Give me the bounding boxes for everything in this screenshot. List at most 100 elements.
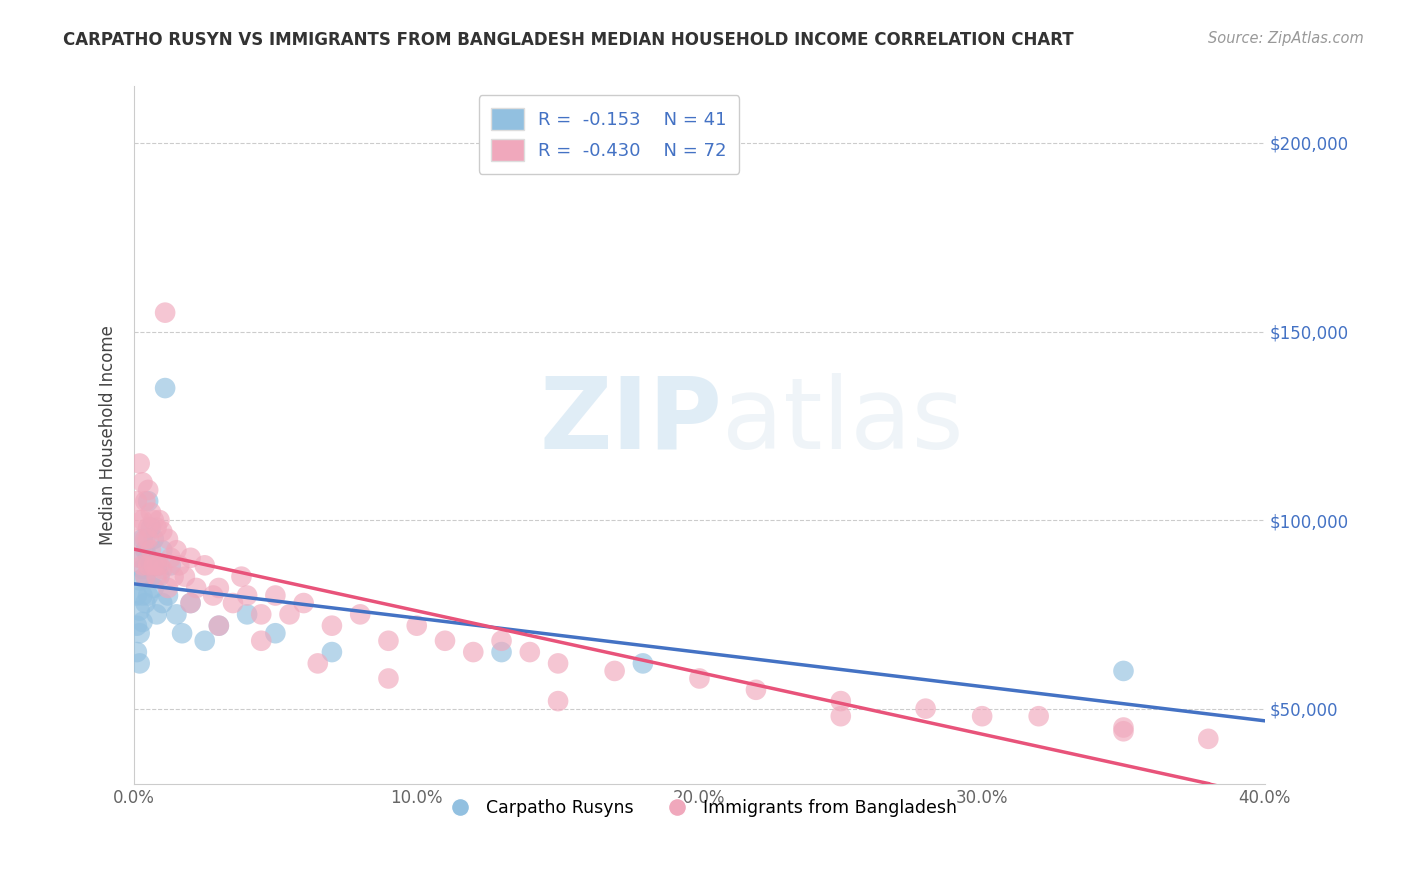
Point bbox=[1028, 709, 1050, 723]
Point bbox=[165, 607, 187, 622]
Point bbox=[208, 618, 231, 632]
Point bbox=[134, 569, 156, 583]
Point bbox=[131, 615, 153, 629]
Point bbox=[1197, 731, 1219, 746]
Point bbox=[148, 558, 170, 573]
Point bbox=[463, 645, 485, 659]
Point bbox=[830, 709, 852, 723]
Point bbox=[208, 581, 231, 595]
Point bbox=[174, 569, 197, 583]
Point bbox=[131, 562, 153, 576]
Point bbox=[377, 633, 399, 648]
Point bbox=[145, 558, 167, 573]
Point bbox=[250, 633, 273, 648]
Point bbox=[128, 574, 150, 588]
Point bbox=[150, 524, 173, 539]
Point bbox=[491, 645, 513, 659]
Point bbox=[125, 589, 148, 603]
Point bbox=[914, 701, 936, 715]
Point bbox=[159, 558, 181, 573]
Point bbox=[172, 626, 194, 640]
Point bbox=[688, 672, 710, 686]
Point bbox=[128, 513, 150, 527]
Point bbox=[278, 607, 301, 622]
Point bbox=[134, 532, 156, 546]
Legend: Carpatho Rusyns, Immigrants from Bangladesh: Carpatho Rusyns, Immigrants from Banglad… bbox=[436, 792, 963, 824]
Point bbox=[125, 532, 148, 546]
Point bbox=[547, 657, 569, 671]
Point bbox=[167, 558, 190, 573]
Point bbox=[145, 607, 167, 622]
Point bbox=[180, 550, 202, 565]
Point bbox=[125, 645, 148, 659]
Point bbox=[145, 558, 167, 573]
Point bbox=[491, 633, 513, 648]
Point bbox=[165, 543, 187, 558]
Point bbox=[202, 589, 225, 603]
Point bbox=[148, 513, 170, 527]
Point bbox=[830, 694, 852, 708]
Point bbox=[264, 626, 287, 640]
Point bbox=[236, 607, 259, 622]
Point bbox=[307, 657, 329, 671]
Point bbox=[156, 581, 179, 595]
Point bbox=[156, 589, 179, 603]
Point bbox=[321, 645, 343, 659]
Point bbox=[162, 569, 184, 583]
Point bbox=[153, 306, 176, 320]
Point bbox=[194, 633, 217, 648]
Point bbox=[1112, 724, 1135, 739]
Point bbox=[128, 457, 150, 471]
Point bbox=[186, 581, 208, 595]
Point bbox=[134, 543, 156, 558]
Point bbox=[134, 569, 156, 583]
Text: Source: ZipAtlas.com: Source: ZipAtlas.com bbox=[1208, 31, 1364, 46]
Point bbox=[433, 633, 456, 648]
Point bbox=[208, 618, 231, 632]
Text: ZIP: ZIP bbox=[538, 373, 723, 470]
Point bbox=[136, 589, 159, 603]
Point bbox=[139, 506, 162, 520]
Point bbox=[136, 521, 159, 535]
Point bbox=[134, 596, 156, 610]
Point bbox=[142, 513, 165, 527]
Point bbox=[231, 569, 253, 583]
Point bbox=[972, 709, 994, 723]
Point bbox=[145, 569, 167, 583]
Point bbox=[519, 645, 541, 659]
Point bbox=[145, 521, 167, 535]
Point bbox=[180, 596, 202, 610]
Point bbox=[236, 589, 259, 603]
Point bbox=[136, 494, 159, 508]
Point bbox=[1112, 721, 1135, 735]
Point bbox=[142, 558, 165, 573]
Point bbox=[131, 589, 153, 603]
Point bbox=[136, 558, 159, 573]
Point bbox=[128, 604, 150, 618]
Text: CARPATHO RUSYN VS IMMIGRANTS FROM BANGLADESH MEDIAN HOUSEHOLD INCOME CORRELATION: CARPATHO RUSYN VS IMMIGRANTS FROM BANGLA… bbox=[63, 31, 1074, 49]
Point bbox=[159, 550, 181, 565]
Point bbox=[136, 483, 159, 497]
Point bbox=[194, 558, 217, 573]
Point bbox=[405, 618, 427, 632]
Point bbox=[125, 494, 148, 508]
Point bbox=[139, 543, 162, 558]
Point bbox=[603, 664, 626, 678]
Point bbox=[139, 558, 162, 573]
Point bbox=[148, 569, 170, 583]
Point bbox=[125, 618, 148, 632]
Point bbox=[131, 558, 153, 573]
Point bbox=[142, 581, 165, 595]
Point bbox=[134, 494, 156, 508]
Point bbox=[264, 589, 287, 603]
Point bbox=[128, 657, 150, 671]
Point bbox=[631, 657, 654, 671]
Point bbox=[136, 550, 159, 565]
Point bbox=[745, 682, 768, 697]
Point bbox=[547, 694, 569, 708]
Point bbox=[131, 532, 153, 546]
Point bbox=[153, 381, 176, 395]
Point bbox=[136, 532, 159, 546]
Point bbox=[150, 596, 173, 610]
Point bbox=[1112, 664, 1135, 678]
